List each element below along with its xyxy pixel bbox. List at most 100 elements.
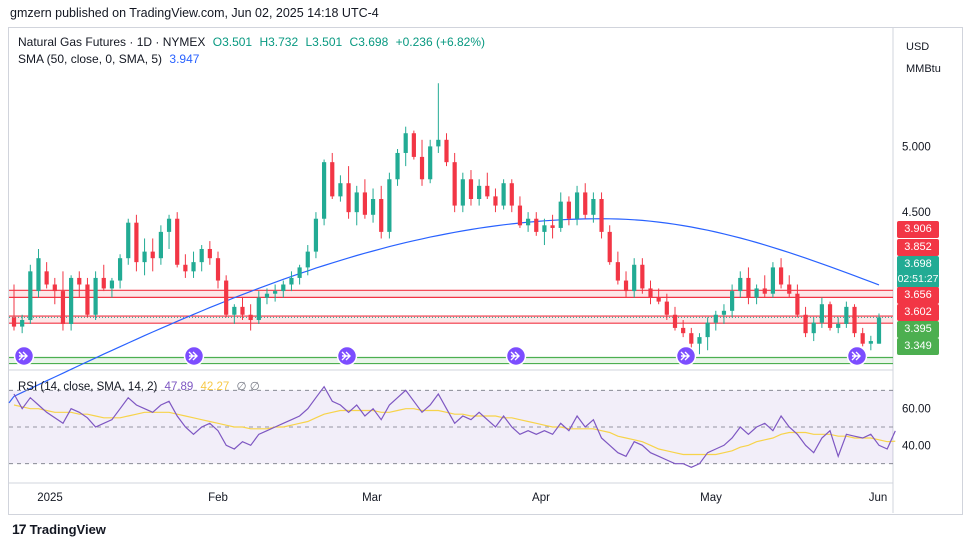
candle-body xyxy=(305,251,310,268)
candle xyxy=(370,188,376,223)
candle-body xyxy=(803,314,808,334)
candle-body xyxy=(460,179,465,206)
candle-body xyxy=(697,337,702,344)
candle-body xyxy=(273,291,278,294)
sma-legend: SMA (50, close, 0, SMA, 5) 3.947 xyxy=(18,52,199,66)
event-marker-icon[interactable] xyxy=(13,345,35,367)
candle-body xyxy=(117,258,123,281)
candle xyxy=(787,275,792,298)
candle xyxy=(44,262,49,289)
candle xyxy=(36,248,41,298)
sma-value: 3.947 xyxy=(169,52,200,66)
candle-body xyxy=(591,199,596,215)
candle xyxy=(574,185,580,226)
sma-label: SMA (50, close, 0, SMA, 5) xyxy=(18,52,163,66)
candle-body xyxy=(256,297,261,321)
time-tick-label: Mar xyxy=(362,492,382,504)
event-marker-icon[interactable] xyxy=(846,345,868,367)
support-zone-fill xyxy=(9,357,893,364)
event-marker-arrow xyxy=(18,351,28,361)
chart-frame xyxy=(8,27,963,515)
candle xyxy=(795,284,800,318)
candle xyxy=(428,139,433,184)
candle xyxy=(191,251,196,278)
candle-body xyxy=(526,218,531,226)
candle xyxy=(836,317,841,334)
candle xyxy=(623,271,629,298)
candle xyxy=(20,314,25,334)
candle-body xyxy=(150,251,155,259)
candle-body xyxy=(199,248,204,263)
event-marker-icon[interactable] xyxy=(336,345,358,367)
candle xyxy=(175,212,180,268)
candle-body xyxy=(28,271,33,321)
candle xyxy=(354,185,359,226)
candle xyxy=(101,264,106,292)
candle-body xyxy=(778,267,784,285)
candle xyxy=(632,258,637,298)
candle xyxy=(550,214,555,239)
candle xyxy=(844,301,849,328)
candle-body xyxy=(232,306,237,315)
ohlc-change: +0.236 (+6.82%) xyxy=(395,35,485,49)
tradingview-logo[interactable]: 17 TradingView xyxy=(12,521,106,537)
candle xyxy=(591,192,596,223)
event-marker-arrow xyxy=(188,351,198,361)
candle-body xyxy=(615,262,620,281)
candle xyxy=(142,238,147,276)
event-marker-icon[interactable] xyxy=(505,345,527,367)
candle xyxy=(607,225,612,265)
candle xyxy=(672,306,678,331)
candle xyxy=(215,251,221,289)
candle xyxy=(305,245,310,276)
price-tick-label: 4.500 xyxy=(902,207,931,219)
candle xyxy=(746,267,751,305)
candle xyxy=(338,175,343,202)
candle-body xyxy=(672,314,678,328)
grid xyxy=(9,28,894,513)
candle xyxy=(819,297,824,328)
candle xyxy=(852,304,857,338)
candle-body xyxy=(444,139,449,163)
time-tick-label: Apr xyxy=(532,492,550,504)
candle-body xyxy=(166,218,172,232)
candle xyxy=(517,196,523,228)
currency-selector[interactable]: USD MMBtu xyxy=(906,36,958,80)
candle xyxy=(664,293,669,321)
candle xyxy=(264,288,270,305)
candle-body xyxy=(468,179,474,199)
candle-body xyxy=(558,201,563,228)
candle-body xyxy=(101,277,106,289)
candle xyxy=(158,225,163,265)
candle-body xyxy=(52,284,57,292)
ohlc-open: O3.501 xyxy=(212,35,253,49)
candle xyxy=(738,271,743,298)
candle-body xyxy=(811,322,816,334)
candle xyxy=(876,313,882,344)
candle-body xyxy=(142,251,147,263)
rsi-sma-value: 42.27 xyxy=(200,381,230,393)
candle-body xyxy=(20,320,25,327)
candle xyxy=(346,166,351,219)
ohlc-close: C3.698 xyxy=(349,35,389,49)
event-marker-icon[interactable] xyxy=(183,345,205,367)
candle-body xyxy=(705,322,710,338)
candle-body xyxy=(77,277,82,285)
candle-body xyxy=(338,183,343,197)
candle xyxy=(85,277,90,318)
candle xyxy=(321,159,327,226)
candle xyxy=(436,83,441,153)
candle xyxy=(509,179,514,213)
candle-body xyxy=(297,267,302,278)
candle xyxy=(207,241,212,265)
candle xyxy=(493,188,498,213)
candle-body xyxy=(411,133,416,157)
rsi-label: RSI (14, close, SMA, 14, 2) xyxy=(18,381,158,393)
candle xyxy=(93,271,98,321)
candle-body xyxy=(419,156,425,180)
candle xyxy=(452,152,457,213)
candle xyxy=(754,284,759,305)
event-marker-icon[interactable] xyxy=(675,345,697,367)
candle xyxy=(240,297,245,321)
